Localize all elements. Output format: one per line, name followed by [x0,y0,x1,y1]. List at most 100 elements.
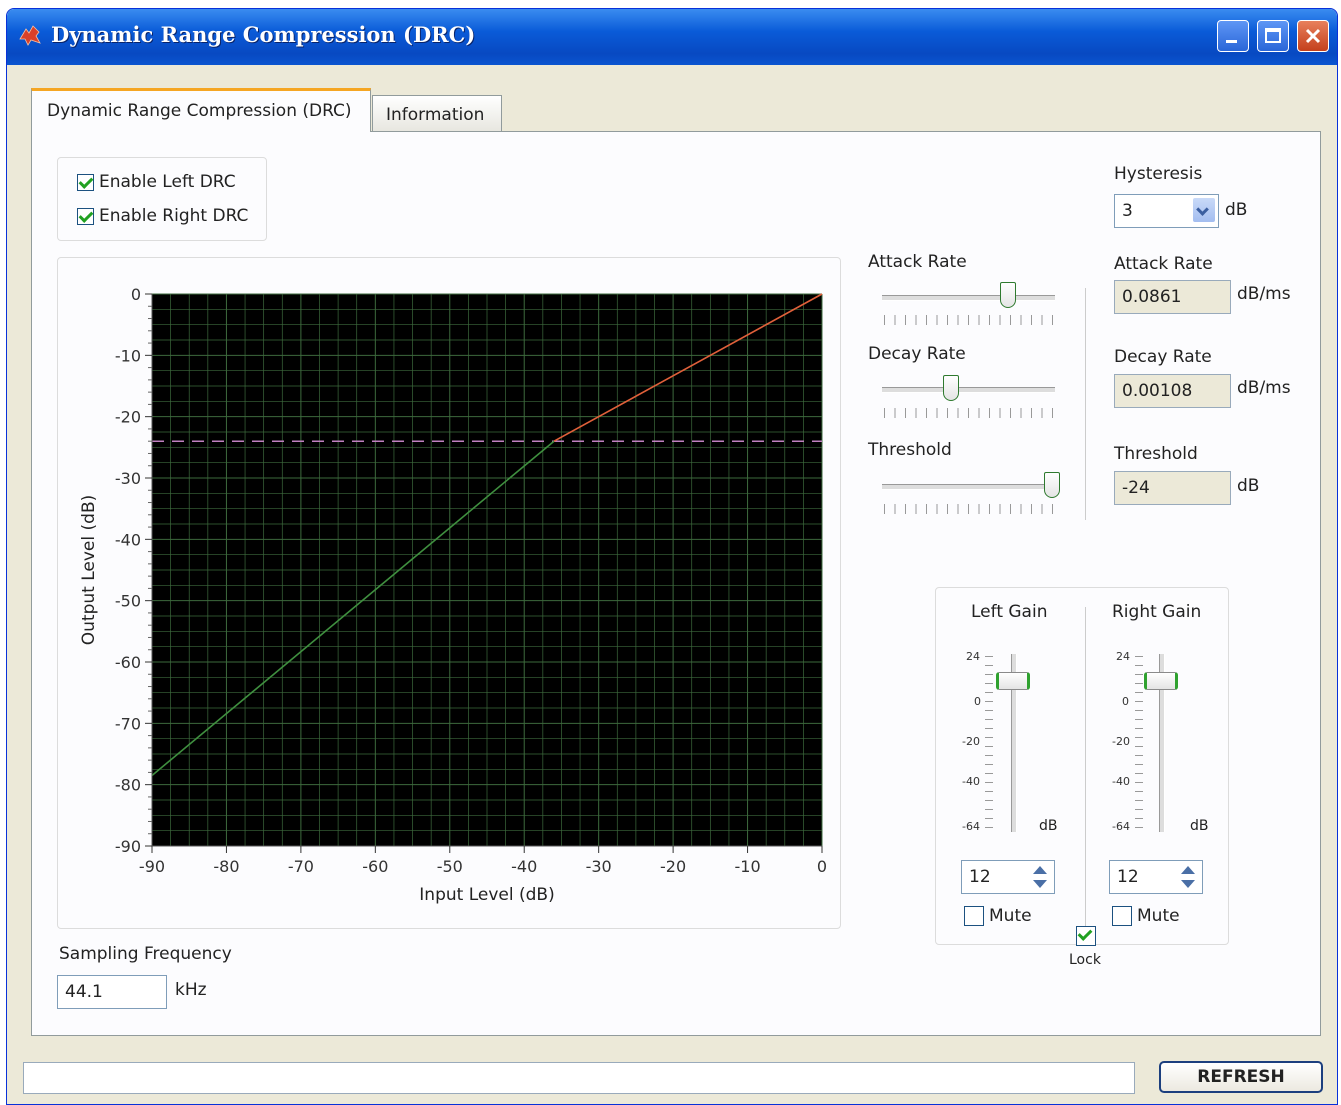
y-tick-label: -40 [115,530,141,549]
attack-rate-label: Attack Rate [1114,254,1213,274]
hysteresis-select[interactable]: 3 [1114,194,1219,228]
y-tick-label: -10 [115,346,141,365]
right-mute-row[interactable]: Mute [1112,906,1180,926]
right-gain-track[interactable] [1159,654,1165,832]
right-gain-label: Right Gain [1112,602,1202,622]
attack-slider-label: Attack Rate [868,252,967,272]
right-gain-scale-0: 0 [1122,695,1129,708]
left-mute-label: Mute [989,906,1032,926]
decay-slider-label: Decay Rate [868,344,966,364]
attack-rate-unit: dB/ms [1237,284,1291,304]
left-gain-label: Left Gain [971,602,1048,622]
enable-group [57,157,267,241]
lock-label: Lock [1069,952,1101,968]
y-tick-label: -70 [115,714,141,733]
decay-rate-unit: dB/ms [1237,378,1291,398]
left-gain-thumb[interactable] [996,672,1030,690]
right-gain-ticks [1135,656,1143,828]
lock-checkbox[interactable] [1076,926,1096,946]
curve-segment-compressed [553,293,823,442]
x-tick-label: -10 [734,857,760,876]
right-gain-spinner-icon[interactable] [1179,864,1199,890]
right-gain-scale-40: -40 [1112,775,1130,788]
left-mute-row[interactable]: Mute [964,906,1032,926]
enable-left-checkbox[interactable] [77,173,94,191]
right-gain-value: 12 [1117,867,1139,887]
left-gain-scale-40: -40 [962,775,980,788]
curve-segment-linear [151,440,555,777]
hysteresis-value: 3 [1122,201,1133,221]
left-gain-value: 12 [969,867,991,887]
x-tick-label: -30 [586,857,612,876]
sampling-frequency-field[interactable]: 44.1 [57,975,167,1009]
window-title: Dynamic Range Compression (DRC) [51,22,476,47]
attack-slider-ticks [884,315,1058,325]
right-gain-unit: dB [1190,818,1209,834]
x-tick-label: -70 [288,857,314,876]
enable-left-label: Enable Left DRC [99,172,236,192]
right-gain-scale-24: 24 [1116,650,1130,663]
y-tick-label: -60 [115,653,141,672]
refresh-button[interactable]: REFRESH [1159,1061,1323,1093]
threshold-slider-ticks [884,504,1058,514]
attack-slider-thumb[interactable] [1000,282,1017,308]
maximize-button[interactable] [1257,20,1289,52]
right-gain-thumb[interactable] [1144,672,1178,690]
y-tick-label: -50 [115,592,141,611]
sampling-frequency-label: Sampling Frequency [59,944,232,964]
left-gain-scale-24: 24 [966,650,980,663]
x-axis-label: Input Level (dB) [419,885,554,905]
gain-divider [1085,607,1086,927]
minimize-button[interactable] [1217,20,1249,52]
x-tick-label: -20 [660,857,686,876]
status-bar [23,1062,1135,1094]
x-tick-label: -60 [362,857,388,876]
attack-slider-track[interactable] [882,295,1055,301]
threshold-unit: dB [1237,476,1260,496]
decay-slider-thumb[interactable] [943,375,960,401]
decay-rate-field: 0.00108 [1114,374,1231,408]
x-tick-label: -80 [213,857,239,876]
slider-divider [1085,288,1086,520]
y-tick-label: -20 [115,408,141,427]
left-mute-checkbox[interactable] [964,906,984,926]
y-tick-label: 0 [131,285,141,304]
title-bar[interactable]: Dynamic Range Compression (DRC) [7,9,1337,65]
left-gain-input[interactable]: 12 [961,860,1055,894]
hysteresis-unit: dB [1225,200,1248,220]
x-tick-label: 0 [817,857,827,876]
left-gain-scale-0: 0 [974,695,981,708]
right-gain-input[interactable]: 12 [1109,860,1203,894]
close-icon [1305,28,1321,44]
left-gain-scale-20: -20 [962,735,980,748]
y-tick-label: -80 [115,776,141,795]
chevron-down-icon[interactable] [1193,198,1215,222]
tab-information[interactable]: Information [372,95,502,132]
drc-window: Dynamic Range Compression (DRC) Dynamic … [6,8,1338,1105]
enable-right-label: Enable Right DRC [99,206,249,226]
close-button[interactable] [1297,20,1329,52]
decay-slider-ticks [884,408,1058,418]
compression-curve-chart: 0 -10 -20 -30 -40 -50 -60 -70 -80 -90-90 -80 -70 -60… [79,285,827,905]
right-gain-scale-20: -20 [1112,735,1130,748]
tab-drc[interactable]: Dynamic Range Compression (DRC) [31,88,371,132]
right-mute-checkbox[interactable] [1112,906,1132,926]
x-tick-label: -50 [437,857,463,876]
enable-right-checkbox[interactable] [77,207,94,225]
decay-slider-track[interactable] [882,387,1055,393]
right-mute-label: Mute [1137,906,1180,926]
ti-logo-icon [19,25,41,46]
left-gain-scale-64: -64 [962,820,980,833]
left-gain-spinner-icon[interactable] [1031,864,1051,890]
enable-right-row[interactable]: Enable Right DRC [77,206,248,226]
threshold-slider-track[interactable] [882,484,1055,490]
drc-panel: Enable Left DRC Enable Right DRC 0 -10 -20… [31,131,1321,1036]
enable-left-row[interactable]: Enable Left DRC [77,172,236,192]
chart-group [57,257,841,929]
maximize-icon [1265,28,1281,43]
y-axis-label: Output Level (dB) [79,495,99,645]
left-gain-ticks [985,656,993,828]
threshold-slider-thumb[interactable] [1043,472,1060,498]
x-tick-label: -90 [139,857,165,876]
left-gain-track[interactable] [1011,654,1017,832]
